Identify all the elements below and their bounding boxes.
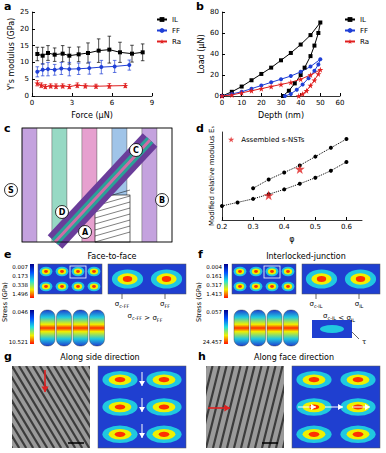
- svg-text:0.317: 0.317: [206, 282, 222, 288]
- svg-text:Stress (GPa): Stress (GPa): [195, 282, 203, 322]
- svg-text:0: 0: [25, 92, 29, 100]
- svg-text:0.173: 0.173: [12, 273, 28, 279]
- svg-text:9: 9: [150, 99, 154, 107]
- svg-text:0: 0: [30, 99, 34, 107]
- svg-text:0.4: 0.4: [279, 223, 291, 231]
- svg-text:b: b: [196, 0, 204, 13]
- svg-text:25: 25: [20, 8, 29, 16]
- svg-text:60: 60: [336, 99, 345, 107]
- svg-text:Ra: Ra: [172, 38, 181, 46]
- svg-text:0.338: 0.338: [12, 282, 28, 288]
- svg-text:Along side direction: Along side direction: [60, 353, 139, 362]
- svg-text:40: 40: [210, 50, 219, 58]
- svg-text:σFF: σFF: [160, 300, 170, 309]
- svg-text:f: f: [198, 248, 203, 261]
- svg-text:0: 0: [220, 99, 224, 107]
- svg-text:24.457: 24.457: [203, 339, 223, 345]
- svg-text:c: c: [4, 122, 11, 135]
- svg-text:Along face direction: Along face direction: [254, 353, 334, 362]
- svg-text:0.004: 0.004: [206, 264, 222, 270]
- svg-text:5: 5: [25, 75, 29, 83]
- svg-text:σc-IL: σc-IL: [309, 300, 322, 309]
- svg-text:σc-FF: σc-FF: [115, 300, 130, 309]
- svg-text:50: 50: [316, 99, 325, 107]
- svg-text:σc-FF > σFF: σc-FF > σFF: [128, 312, 163, 323]
- svg-text:A: A: [82, 228, 89, 237]
- svg-text:10: 10: [20, 58, 29, 66]
- svg-text:15: 15: [20, 42, 29, 50]
- svg-text:40: 40: [296, 99, 305, 107]
- svg-text:30: 30: [277, 99, 286, 107]
- svg-text:FF: FF: [172, 27, 180, 35]
- svg-text:0.161: 0.161: [206, 273, 222, 279]
- svg-text:τ: τ: [362, 338, 366, 346]
- svg-text:0.057: 0.057: [206, 309, 222, 315]
- svg-text:10: 10: [237, 99, 246, 107]
- svg-text:0.007: 0.007: [12, 264, 28, 270]
- svg-text:Y's modulus (GPa): Y's modulus (GPa): [7, 18, 16, 91]
- svg-text:1.496: 1.496: [12, 291, 28, 297]
- svg-text:D: D: [59, 208, 66, 217]
- svg-text:σc-IL < σIL: σc-IL < σIL: [323, 312, 355, 323]
- svg-text:S: S: [8, 186, 14, 195]
- svg-text:φ: φ: [289, 235, 294, 244]
- svg-text:Stress (GPa): Stress (GPa): [1, 282, 9, 322]
- svg-text:0.5: 0.5: [310, 223, 321, 231]
- svg-text:6: 6: [110, 99, 115, 107]
- svg-text:60: 60: [210, 29, 219, 37]
- svg-text:IL: IL: [360, 16, 366, 24]
- svg-text:FF: FF: [360, 27, 368, 35]
- svg-text:C: C: [133, 146, 139, 155]
- svg-text:σIL: σIL: [355, 300, 364, 309]
- svg-text:0.3: 0.3: [248, 223, 259, 231]
- svg-text:Face-to-face: Face-to-face: [87, 252, 136, 261]
- svg-text:Force (μN): Force (μN): [71, 111, 113, 120]
- svg-text:0.2: 0.2: [216, 223, 227, 231]
- svg-text:Assembled s-NSTs: Assembled s-NSTs: [241, 136, 305, 144]
- svg-text:g: g: [4, 350, 12, 363]
- svg-text:20: 20: [257, 99, 266, 107]
- svg-text:80: 80: [210, 8, 219, 16]
- svg-text:a: a: [4, 0, 11, 13]
- svg-text:0: 0: [215, 92, 219, 100]
- svg-text:20: 20: [210, 71, 219, 79]
- svg-text:3: 3: [70, 99, 74, 107]
- svg-text:e: e: [4, 248, 11, 261]
- svg-text:0.6: 0.6: [341, 223, 353, 231]
- svg-text:Modified relative modulus Eₛ: Modified relative modulus Eₛ: [208, 126, 216, 226]
- svg-text:Interlocked-junction: Interlocked-junction: [266, 252, 346, 261]
- svg-text:Load (μN): Load (μN): [197, 34, 206, 73]
- svg-text:B: B: [159, 196, 165, 205]
- svg-text:20: 20: [20, 25, 29, 33]
- svg-text:Ra: Ra: [360, 38, 369, 46]
- svg-text:1.413: 1.413: [206, 291, 222, 297]
- svg-text:h: h: [198, 350, 206, 363]
- svg-text:Depth (nm): Depth (nm): [258, 111, 304, 120]
- svg-text:d: d: [196, 122, 204, 135]
- svg-text:0.046: 0.046: [12, 309, 28, 315]
- svg-text:IL: IL: [172, 16, 178, 24]
- svg-text:10.521: 10.521: [9, 339, 28, 345]
